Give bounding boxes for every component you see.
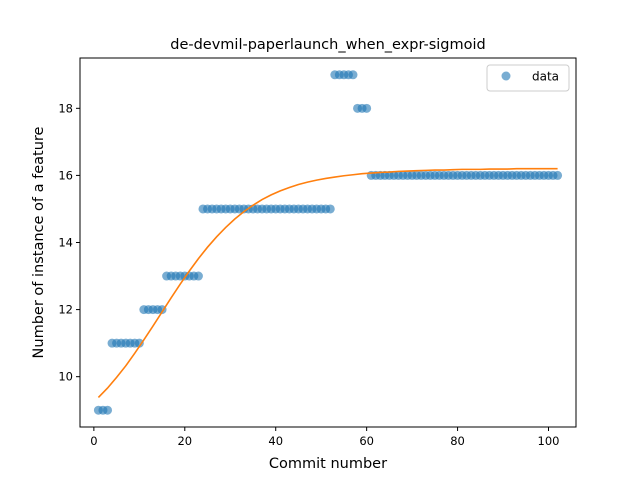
y-tick-label: 12 (58, 303, 73, 317)
data-point (553, 170, 563, 180)
legend: data (486, 64, 570, 92)
x-tick-label: 0 (90, 434, 97, 448)
data-point (193, 271, 203, 281)
axis-ticks: 0 20 40 60 80 100 10 12 14 16 18 (58, 101, 559, 448)
legend-box (486, 64, 570, 92)
data-point (362, 103, 372, 113)
y-tick-label: 16 (58, 168, 73, 182)
y-axis-label: Number of instance of a feature (31, 126, 47, 358)
legend-marker (501, 71, 511, 81)
data-point (103, 405, 113, 415)
fit-line (97, 167, 558, 399)
x-tick-label: 100 (538, 434, 560, 448)
y-tick-label: 18 (58, 101, 73, 115)
data-point (325, 204, 335, 214)
chart-title: de-devmil-paperlaunch_when_expr-sigmoid (170, 37, 486, 53)
x-tick-label: 60 (359, 434, 374, 448)
y-tick-label: 14 (58, 236, 73, 250)
x-axis-label: Commit number (269, 456, 387, 472)
legend-label-data: data (532, 70, 559, 84)
data-point (134, 338, 144, 348)
x-tick-label: 20 (177, 434, 192, 448)
data-point (348, 70, 358, 80)
plot-area (93, 70, 563, 415)
x-tick-label: 40 (268, 434, 283, 448)
y-tick-label: 10 (58, 370, 73, 384)
x-tick-label: 80 (450, 434, 465, 448)
